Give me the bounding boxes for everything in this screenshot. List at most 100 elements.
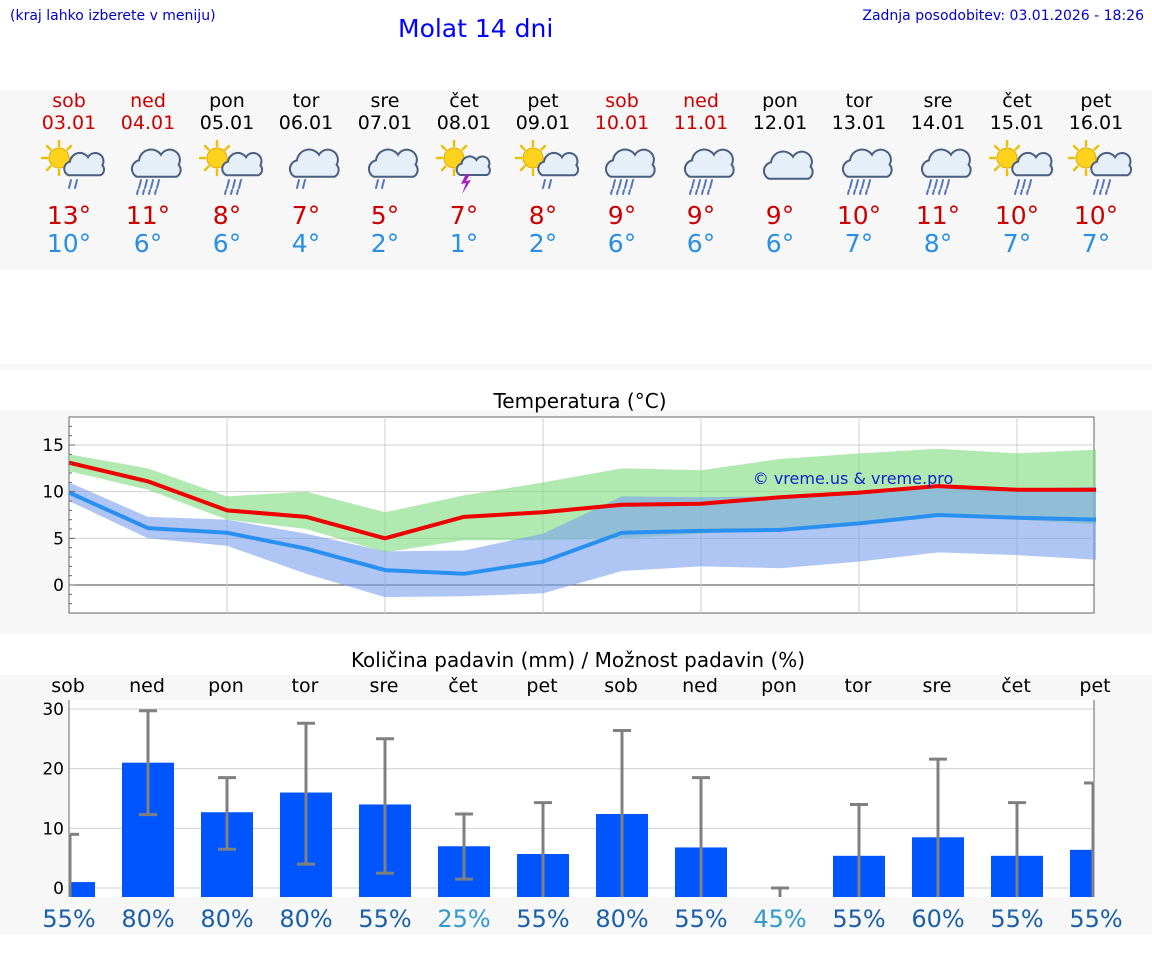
precipitation-probability: 55% bbox=[516, 905, 569, 933]
precipitation-probability: 80% bbox=[279, 905, 332, 933]
min-temp: 7° bbox=[844, 229, 874, 258]
error-bar bbox=[534, 801, 552, 897]
max-temp: 9° bbox=[765, 201, 795, 230]
day-name: čet bbox=[449, 90, 479, 112]
precipitation-probabilities: 55% 80% 80% 80% 55% 25% 55% 80% 55% 45% 55% 60% 55% 5… bbox=[42, 905, 1122, 933]
precipitation-chart: Količina padavin (mm) / Možnost padavin … bbox=[42, 648, 1122, 933]
max-temp: 9° bbox=[686, 201, 716, 230]
precipitation-probability: 45% bbox=[753, 905, 806, 933]
sun-cloud-rain-icon bbox=[40, 139, 106, 189]
precipitation-day-label: ned bbox=[682, 675, 718, 697]
min-temp: 6° bbox=[607, 229, 637, 258]
cloud-heavy-rain-icon bbox=[683, 148, 735, 195]
min-temp: 7° bbox=[1002, 229, 1032, 258]
precipitation-day-label: čet bbox=[448, 675, 478, 697]
day-date: 08.01 bbox=[436, 112, 492, 134]
precipitation-probability: 80% bbox=[595, 905, 648, 933]
precipitation-y-axis: 0 10 20 30 bbox=[42, 700, 64, 899]
cloud-rain-icon bbox=[288, 148, 340, 189]
last-updated: Zadnja posodobitev: 03.01.2026 - 18:26 bbox=[862, 8, 1144, 24]
day-date: 07.01 bbox=[357, 112, 413, 134]
max-temp: 10° bbox=[1073, 201, 1119, 230]
max-temp: 13° bbox=[46, 201, 92, 230]
error-bar bbox=[376, 737, 394, 875]
temperature-ranges bbox=[69, 448, 1096, 598]
min-temp: 8° bbox=[923, 229, 953, 258]
error-bar bbox=[218, 776, 236, 851]
day-name: pet bbox=[1080, 90, 1112, 112]
min-temp: 4° bbox=[291, 229, 321, 258]
day-column: ned 04.01 11° 6° bbox=[108, 90, 188, 258]
precipitation-probability: 55% bbox=[674, 905, 727, 933]
min-temp: 2° bbox=[370, 229, 400, 258]
precipitation-probability: 55% bbox=[1069, 905, 1122, 933]
forecast-strip: sob 03.01 13° 10° ned 04.01 11° 6° pon 05.01 8° 6° t… bbox=[0, 90, 1152, 270]
separator-band bbox=[0, 364, 1152, 370]
precipitation-day-label: tor bbox=[845, 675, 872, 697]
min-temp: 7° bbox=[1081, 229, 1111, 258]
day-column: ned 11.01 9° 6° bbox=[661, 90, 741, 258]
error-bar bbox=[771, 886, 789, 897]
max-temp: 10° bbox=[994, 201, 1040, 230]
day-name: sob bbox=[52, 90, 86, 112]
min-temp: 6° bbox=[133, 229, 163, 258]
day-name: sob bbox=[605, 90, 639, 112]
day-column: čet 15.01 10° 7° bbox=[977, 90, 1057, 258]
min-range-band bbox=[69, 482, 1096, 598]
day-name: tor bbox=[845, 90, 873, 112]
precipitation-tick-label: 0 bbox=[53, 879, 64, 899]
precipitation-probability: 80% bbox=[200, 905, 253, 933]
max-temp: 11° bbox=[915, 201, 961, 230]
day-name: sre bbox=[923, 90, 953, 112]
cloud-heavy-rain-icon bbox=[841, 148, 893, 195]
precipitation-probability: 55% bbox=[990, 905, 1043, 933]
day-name: ned bbox=[130, 90, 166, 112]
precipitation-day-label: tor bbox=[292, 675, 319, 697]
location-menu-hint: (kraj lahko izberete v meniju) bbox=[10, 8, 216, 24]
error-bar bbox=[929, 757, 947, 897]
day-column: sob 03.01 13° 10° bbox=[29, 90, 109, 258]
day-name: pet bbox=[527, 90, 559, 112]
day-column: tor 13.01 10° 7° bbox=[819, 90, 899, 258]
max-temp: 8° bbox=[528, 201, 558, 230]
precipitation-day-label: pet bbox=[526, 675, 557, 697]
day-date: 04.01 bbox=[120, 112, 176, 134]
sun-cloud-rain-icon bbox=[514, 139, 580, 189]
day-date: 03.01 bbox=[41, 112, 97, 134]
day-name: pon bbox=[209, 90, 245, 112]
cloud-heavy-rain-icon bbox=[604, 148, 656, 195]
temperature-tick-label: 5 bbox=[53, 529, 64, 549]
min-temp: 6° bbox=[765, 229, 795, 258]
day-name: čet bbox=[1002, 90, 1032, 112]
precipitation-day-label: pet bbox=[1079, 675, 1110, 697]
day-date: 05.01 bbox=[199, 112, 255, 134]
temperature-tick-label: 0 bbox=[53, 576, 64, 596]
max-temp: 8° bbox=[212, 201, 242, 230]
cloud-rain-icon bbox=[367, 148, 419, 189]
error-bar bbox=[1008, 801, 1026, 897]
temperature-chart-title: Temperatura (°C) bbox=[492, 389, 666, 413]
day-name: sre bbox=[370, 90, 400, 112]
max-temp: 7° bbox=[449, 201, 479, 230]
precipitation-error-bars bbox=[68, 709, 1095, 897]
day-column: pon 05.01 8° 6° bbox=[187, 90, 267, 258]
precipitation-chart-title: Količina padavin (mm) / Možnost padavin … bbox=[351, 648, 805, 672]
sun-cloud-heavy-rain-icon bbox=[198, 139, 264, 195]
day-column: pon 12.01 9° 6° bbox=[740, 90, 820, 258]
precipitation-tick-label: 20 bbox=[42, 760, 64, 780]
watermark[interactable]: © vreme.us & vreme.pro bbox=[753, 469, 954, 488]
precipitation-day-label: čet bbox=[1001, 675, 1031, 697]
sun-cloud-heavy-rain-icon bbox=[1067, 139, 1133, 195]
cloud-icon bbox=[762, 150, 814, 180]
precipitation-tick-label: 30 bbox=[42, 700, 64, 720]
error-bar bbox=[68, 832, 79, 897]
temperature-lines bbox=[68, 460, 1097, 576]
precipitation-probability: 25% bbox=[437, 905, 490, 933]
day-column: pet 16.01 10° 7° bbox=[1056, 90, 1136, 258]
day-date: 15.01 bbox=[989, 112, 1045, 134]
day-date: 13.01 bbox=[831, 112, 887, 134]
sun-cloud-heavy-rain-icon bbox=[988, 139, 1054, 195]
day-date: 06.01 bbox=[278, 112, 334, 134]
precipitation-day-label: sob bbox=[604, 675, 638, 697]
temperature-y-axis: 0 5 10 15 bbox=[42, 425, 75, 605]
